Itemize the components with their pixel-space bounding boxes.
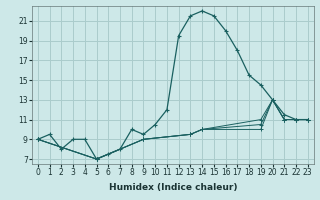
X-axis label: Humidex (Indice chaleur): Humidex (Indice chaleur) [108,183,237,192]
